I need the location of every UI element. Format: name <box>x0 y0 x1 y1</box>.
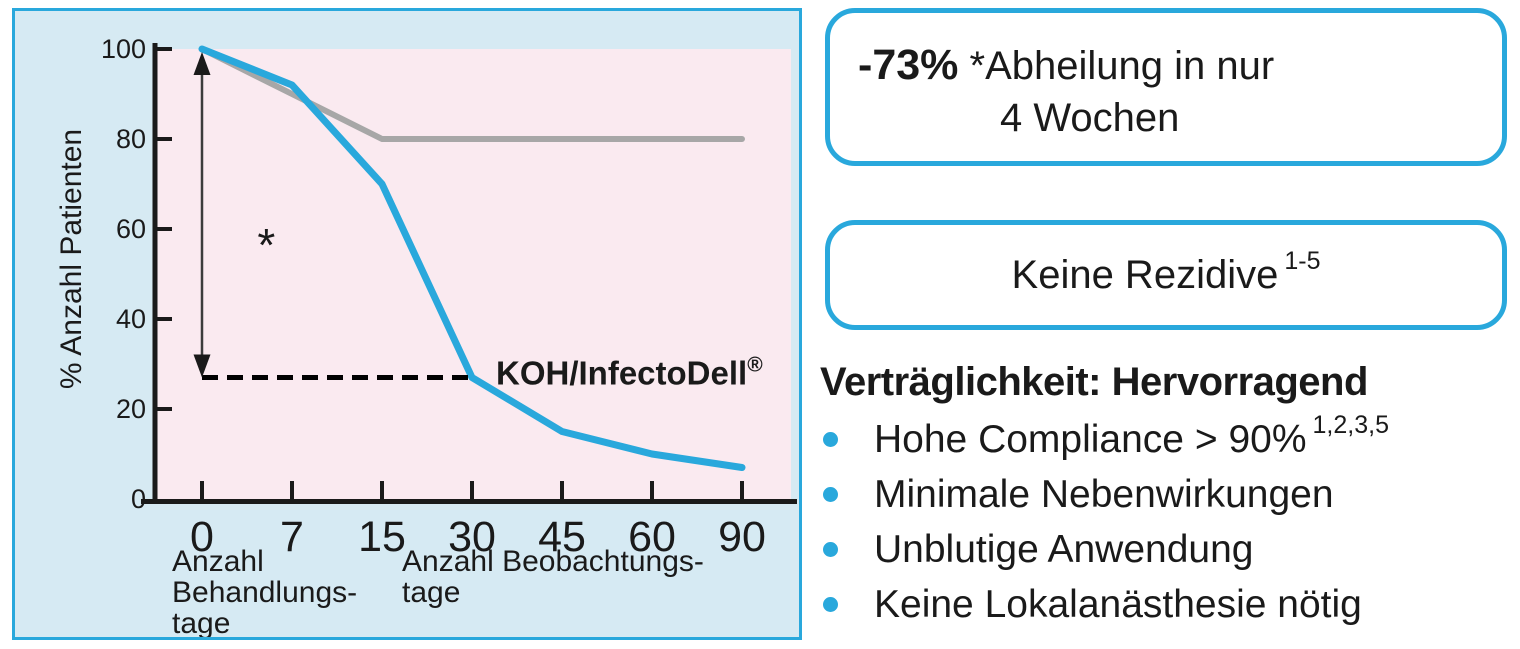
x-tick-label: 15 <box>358 513 406 561</box>
relapse-text: Keine Rezidive <box>1011 252 1279 297</box>
benefit-item: Keine Lokalanästhesie nötig <box>820 577 1389 632</box>
significance-asterisk: * <box>257 219 275 271</box>
healing-line2: 4 Wochen <box>1000 96 1180 140</box>
y-tick-label: 100 <box>101 34 146 64</box>
arrowhead-up-icon <box>193 52 211 75</box>
x-caption-treatment-days: Anzahl Behandlungs-tage <box>172 545 357 637</box>
benefit-item: Unblutige Anwendung <box>820 522 1389 577</box>
bullet-dot-icon <box>823 542 838 557</box>
y-tick-label: 80 <box>116 124 146 154</box>
x-tick-label: 45 <box>538 513 586 561</box>
x-tick-label: 30 <box>448 513 496 561</box>
y-tick-label: 40 <box>116 304 146 334</box>
x-tick-label: 90 <box>718 513 766 561</box>
x-tick-label: 7 <box>280 513 304 561</box>
y-tick-label: 0 <box>131 484 146 514</box>
koh-series-line <box>198 45 746 471</box>
patients-line-chart: 0 20 40 60 80 100 0 7 15 30 45 60 90 % Anzahl Patient… <box>55 34 797 637</box>
y-axis-label: % Anzahl Patienten <box>55 129 88 389</box>
bullet-dot-icon <box>823 597 838 612</box>
callout-healing-line1: -73% *Abheilung in nur <box>858 39 1492 92</box>
arrowhead-down-icon <box>193 354 211 378</box>
right-column: -73% *Abheilung in nur 4 Wochen Keine Re… <box>820 0 1520 649</box>
x-tick-label: 0 <box>190 513 214 561</box>
benefit-item: Minimale Nebenwirkungen <box>820 467 1389 522</box>
x-tick-label: 60 <box>628 513 676 561</box>
benefit-text: Unblutige Anwendung <box>874 527 1254 571</box>
x-caption-observation-days: Anzahl Beobachtungs-tage <box>402 545 704 609</box>
y-tick-label: 20 <box>116 394 146 424</box>
benefits-list: Hohe Compliance > 90% 1,2,3,5 Minimale Neb… <box>820 411 1389 632</box>
bullet-dot-icon <box>823 432 838 447</box>
healing-stat: -73% <box>858 41 959 89</box>
benefit-text: Minimale Nebenwirkungen <box>874 472 1334 516</box>
plot-area <box>155 49 791 499</box>
chart-panel: 0 20 40 60 80 100 0 7 15 30 45 60 90 % Anzahl Patient… <box>12 8 802 640</box>
series-label-koh-infectodell: KOH/InfectoDell® <box>496 353 763 391</box>
relapse-references: 1-5 <box>1284 246 1321 275</box>
benefit-text: Keine Lokalanästhesie nötig <box>874 582 1362 626</box>
benefit-references: 1,2,3,5 <box>1312 411 1389 439</box>
benefits-heading: Verträglichkeit: Hervorragend <box>820 360 1368 404</box>
benefit-text: Hohe Compliance > 90% <box>874 417 1307 461</box>
callout-healing-box: -73% *Abheilung in nur 4 Wochen <box>825 8 1507 166</box>
bullet-dot-icon <box>823 487 838 502</box>
benefit-item: Hohe Compliance > 90% 1,2,3,5 <box>820 411 1389 467</box>
comparison-series-line <box>199 46 745 142</box>
callout-relapse-box: Keine Rezidive 1-5 <box>825 220 1507 330</box>
healing-text: *Abheilung in nur <box>958 44 1275 88</box>
y-tick-label: 60 <box>116 214 146 244</box>
